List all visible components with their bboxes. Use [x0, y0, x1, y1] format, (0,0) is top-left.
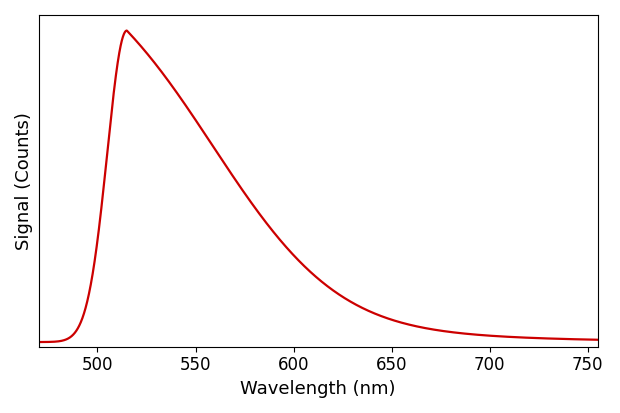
- X-axis label: Wavelength (nm): Wavelength (nm): [241, 380, 396, 398]
- Y-axis label: Signal (Counts): Signal (Counts): [15, 112, 33, 250]
